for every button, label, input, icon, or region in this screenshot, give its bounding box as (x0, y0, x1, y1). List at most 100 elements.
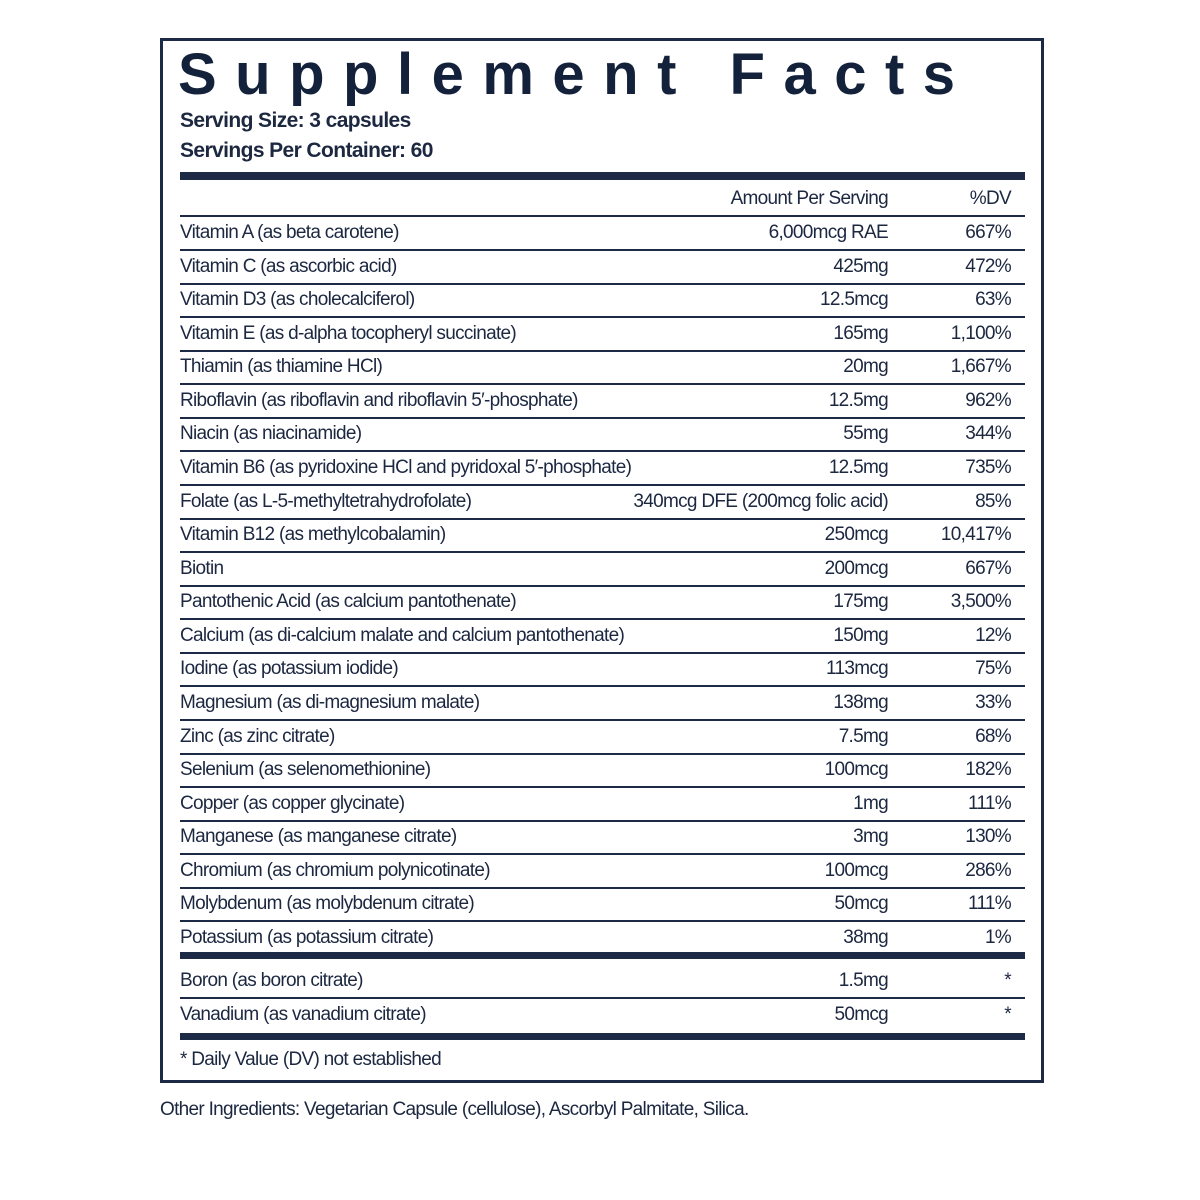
rule (180, 249, 1025, 251)
daily-value: 962% (965, 390, 1011, 411)
amount: 3mg (853, 826, 889, 847)
amount: 12.5mg (828, 390, 889, 411)
amount: 150mg (833, 625, 888, 646)
daily-value: 1% (984, 927, 1012, 948)
rule (180, 383, 1025, 385)
nutrient-name: Vitamin E (as d-alpha tocopheryl succina… (180, 323, 517, 344)
daily-value: 1,100% (950, 323, 1012, 344)
amount: 50mcg (834, 1004, 888, 1025)
amount: 200mcg (824, 558, 889, 579)
nutrient-name: Magnesium (as di-magnesium malate) (180, 692, 480, 713)
nutrient-name: Calcium (as di-calcium malate and calciu… (180, 625, 625, 646)
daily-value: 735% (965, 457, 1011, 478)
nutrient-name: Potassium (as potassium citrate) (180, 927, 434, 948)
amount: 50mcg (834, 893, 888, 914)
daily-value: 667% (965, 222, 1011, 243)
amount: 12.5mcg (820, 289, 889, 310)
amount: 100mcg (824, 860, 889, 881)
nutrient-name: Folate (as L-5-methyltetrahydrofolate) (180, 491, 472, 512)
amount: 38mg (843, 927, 888, 948)
daily-value: 68% (975, 726, 1012, 747)
daily-value: 111% (968, 893, 1012, 914)
thick-rule (180, 172, 1025, 180)
rule (180, 585, 1025, 587)
nutrient-name: Iodine (as potassium iodide) (180, 658, 399, 679)
daily-value: 75% (975, 658, 1012, 679)
rule (180, 887, 1025, 889)
daily-value: 33% (975, 692, 1012, 713)
rule (180, 719, 1025, 721)
nutrient-name: Vitamin D3 (as cholecalciferol) (180, 289, 415, 310)
nutrient-name: Boron (as boron citrate) (180, 970, 363, 991)
nutrient-name: Vitamin C (as ascorbic acid) (180, 256, 397, 277)
daily-value: 667% (965, 558, 1011, 579)
servings-per-container: Servings Per Container: 60 (180, 139, 433, 162)
daily-value: 130% (965, 826, 1011, 847)
daily-value: 10,417% (940, 524, 1012, 545)
amount: 12.5mg (828, 457, 889, 478)
nutrient-name: Riboflavin (as riboflavin and riboflavin… (180, 390, 578, 411)
footnote: * Daily Value (DV) not established (180, 1049, 442, 1070)
rule (180, 215, 1025, 217)
rule (180, 450, 1025, 452)
amount: 340mcg DFE (200mcg folic acid) (633, 491, 888, 512)
nutrient-name: Molybdenum (as molybdenum citrate) (180, 893, 475, 914)
serving-size: Serving Size: 3 capsules (180, 109, 411, 132)
nutrient-name: Vanadium (as vanadium citrate) (180, 1004, 427, 1025)
amount: 7.5mg (838, 726, 889, 747)
nutrient-name: Vitamin A (as beta carotene) (180, 222, 399, 243)
rule (180, 685, 1025, 687)
daily-value: 12% (975, 625, 1012, 646)
nutrient-name: Biotin (180, 558, 224, 579)
amount: 6,000mcg RAE (768, 222, 889, 243)
nutrient-name: Selenium (as selenomethionine) (180, 759, 431, 780)
nutrient-name: Vitamin B6 (as pyridoxine HCl and pyrido… (180, 457, 632, 478)
nutrient-name: Manganese (as manganese citrate) (180, 826, 457, 847)
rule (180, 283, 1025, 285)
title: Supplement Facts (178, 42, 974, 107)
amount-header: Amount Per Serving (730, 188, 889, 209)
daily-value: 111% (968, 793, 1012, 814)
dv-header: %DV (969, 188, 1012, 209)
facts-panel (160, 38, 1044, 1083)
rule (180, 853, 1025, 855)
amount: 250mcg (824, 524, 889, 545)
amount: 425mg (833, 256, 888, 277)
amount: 1mg (853, 793, 889, 814)
amount: 138mg (833, 692, 888, 713)
rule (180, 551, 1025, 553)
nutrient-name: Chromium (as chromium polynicotinate) (180, 860, 491, 881)
amount: 100mcg (824, 759, 889, 780)
daily-value: 1,667% (950, 356, 1012, 377)
rule (180, 518, 1025, 520)
rule (180, 820, 1025, 822)
rule (180, 316, 1025, 318)
nutrient-name: Copper (as copper glycinate) (180, 793, 405, 814)
rule (180, 920, 1025, 922)
daily-value: * (1004, 970, 1011, 991)
nutrient-name: Vitamin B12 (as methylcobalamin) (180, 524, 446, 545)
daily-value: 182% (965, 759, 1011, 780)
amount: 55mg (843, 423, 888, 444)
rule (180, 786, 1025, 788)
amount: 113mcg (826, 658, 889, 679)
nutrient-name: Thiamin (as thiamine HCl) (180, 356, 383, 377)
rule (180, 618, 1025, 620)
rule (180, 652, 1025, 654)
thick-rule (180, 952, 1025, 959)
amount: 1.5mg (838, 970, 889, 991)
nutrient-name: Niacin (as niacinamide) (180, 423, 362, 444)
rule (180, 417, 1025, 419)
nutrient-name: Zinc (as zinc citrate) (180, 726, 335, 747)
rule (180, 350, 1025, 352)
rule (180, 484, 1025, 486)
amount: 175mg (833, 591, 888, 612)
thick-rule (180, 1033, 1025, 1040)
daily-value: 472% (965, 256, 1011, 277)
amount: 20mg (843, 356, 888, 377)
other-ingredients: Other Ingredients: Vegetarian Capsule (c… (160, 1099, 749, 1120)
rule (180, 997, 1025, 999)
daily-value: 344% (965, 423, 1011, 444)
daily-value: * (1004, 1004, 1011, 1025)
daily-value: 286% (965, 860, 1011, 881)
